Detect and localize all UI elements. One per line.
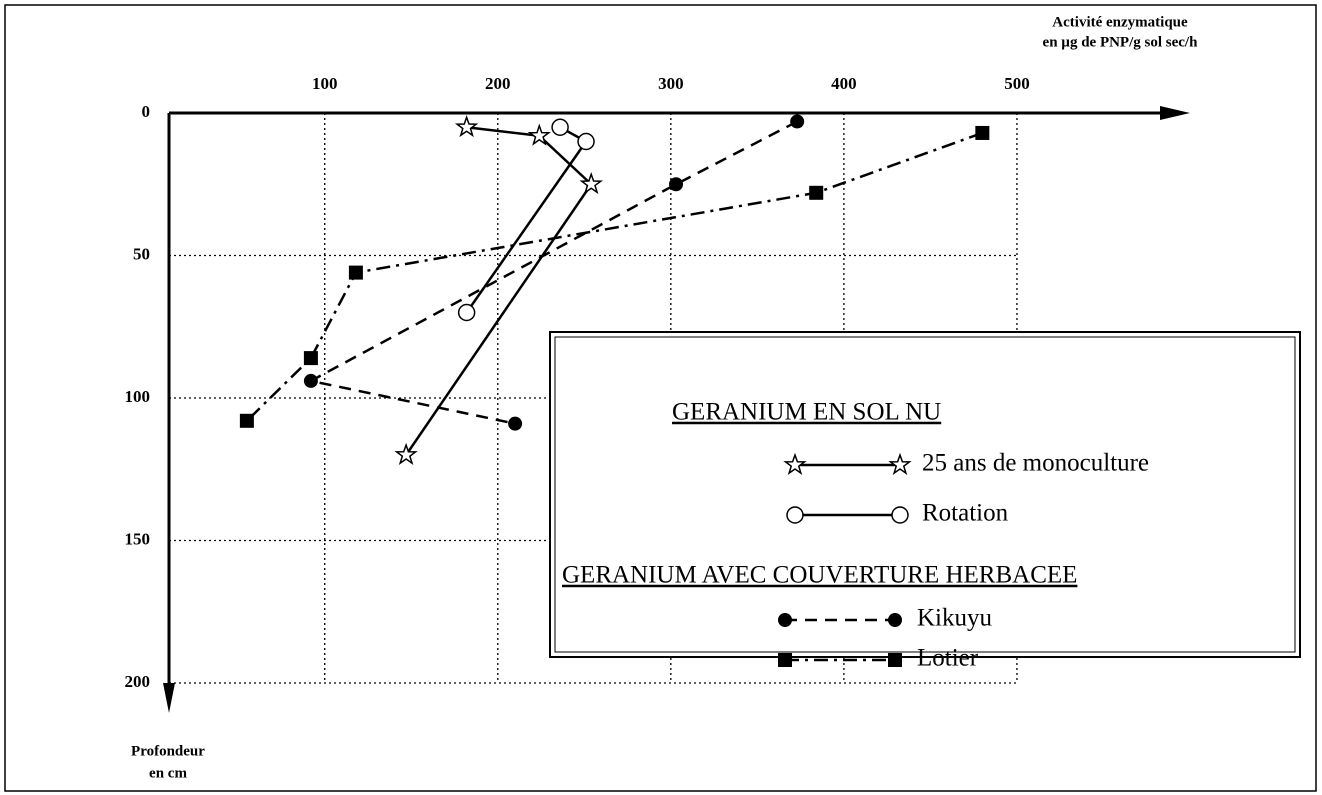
legend-group-title: GERANIUM EN SOL NU (672, 399, 941, 426)
y-axis-label: Profondeur (131, 743, 205, 759)
x-tick-label: 300 (658, 74, 684, 93)
x-tick-label: 400 (831, 74, 857, 93)
legend-marker (891, 506, 909, 524)
x-tick-label: 100 (312, 74, 338, 93)
marker (508, 416, 523, 431)
marker (527, 123, 551, 146)
y-tick-label: 100 (125, 387, 151, 406)
legend-marker (778, 653, 792, 667)
x-axis-label: en µg de PNP/g sol sec/h (1043, 34, 1199, 50)
series-line (307, 120, 798, 425)
x-tick-label: 200 (485, 74, 511, 93)
legend-box-inner (554, 336, 1296, 653)
legend-label: Kikuyu (917, 605, 993, 632)
marker (669, 177, 684, 192)
legend-marker (778, 613, 792, 627)
y-tick-label: 0 (142, 102, 151, 121)
x-tick-label: 500 (1004, 74, 1030, 93)
marker (394, 442, 418, 465)
legend-marker (888, 653, 902, 667)
marker (579, 172, 603, 195)
y-tick-label: 200 (125, 672, 151, 691)
marker (577, 132, 595, 151)
legend-marker (888, 452, 912, 475)
y-tick-label: 50 (133, 244, 150, 263)
marker (303, 351, 318, 366)
marker (790, 114, 805, 129)
legend-marker (786, 506, 804, 524)
marker (457, 303, 476, 322)
y-axis-label: en cm (149, 765, 187, 781)
x-axis-label: Activité enzymatique (1052, 14, 1188, 30)
legend-marker (783, 452, 807, 475)
legend-marker (888, 613, 902, 627)
marker (303, 373, 318, 388)
series-line (405, 126, 593, 456)
marker (454, 115, 479, 138)
marker (239, 413, 254, 428)
legend-group-title: GERANIUM AVEC COUVERTURE HERBACEE (562, 562, 1077, 589)
legend-label: Rotation (922, 500, 1009, 527)
y-axis-arrow (163, 683, 175, 713)
marker (551, 118, 569, 136)
y-tick-label: 150 (125, 529, 151, 548)
marker (975, 125, 990, 140)
x-axis-arrow (1160, 106, 1190, 120)
marker (348, 265, 363, 280)
frame (4, 4, 1317, 792)
legend-label: Lotier (917, 645, 979, 672)
marker (809, 185, 824, 200)
legend-box (549, 331, 1301, 658)
legend-label: 25 ans de monoculture (922, 450, 1149, 477)
